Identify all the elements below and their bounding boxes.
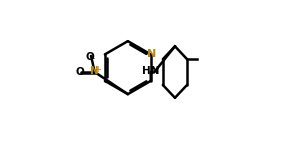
- Text: N: N: [90, 66, 99, 76]
- Text: HN: HN: [142, 66, 159, 76]
- Text: -: -: [92, 54, 95, 63]
- Text: O: O: [76, 67, 85, 77]
- Text: O: O: [86, 52, 95, 62]
- Text: +: +: [94, 65, 101, 74]
- Text: N: N: [147, 49, 156, 59]
